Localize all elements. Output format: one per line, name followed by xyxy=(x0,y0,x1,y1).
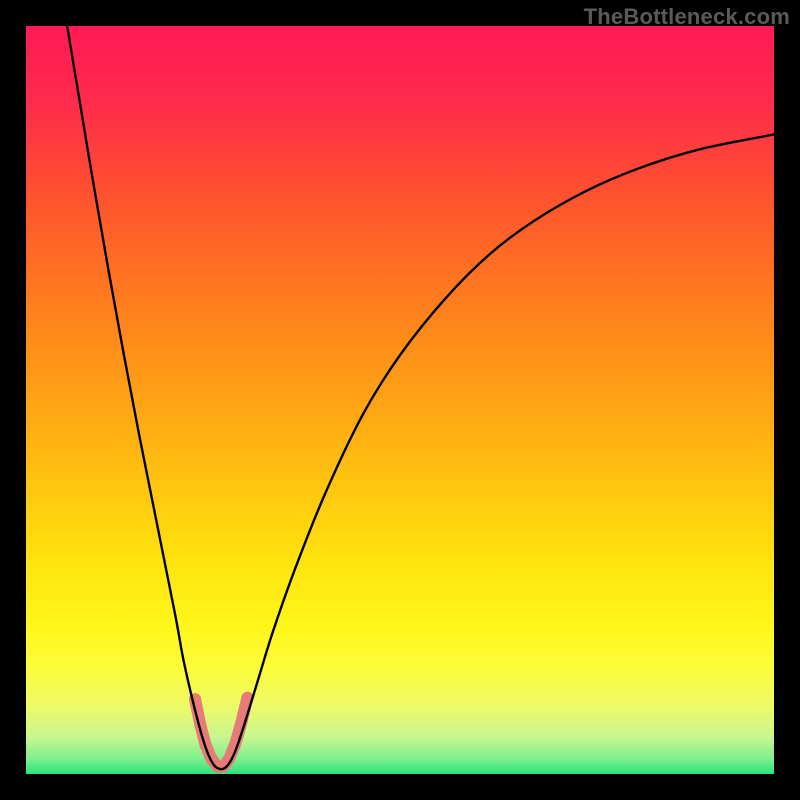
chart-canvas: TheBottleneck.com xyxy=(0,0,800,800)
watermark-text: TheBottleneck.com xyxy=(584,4,790,30)
bottleneck-curve xyxy=(67,26,774,769)
marker-trough-line xyxy=(195,698,247,767)
curve-svg xyxy=(0,0,800,800)
